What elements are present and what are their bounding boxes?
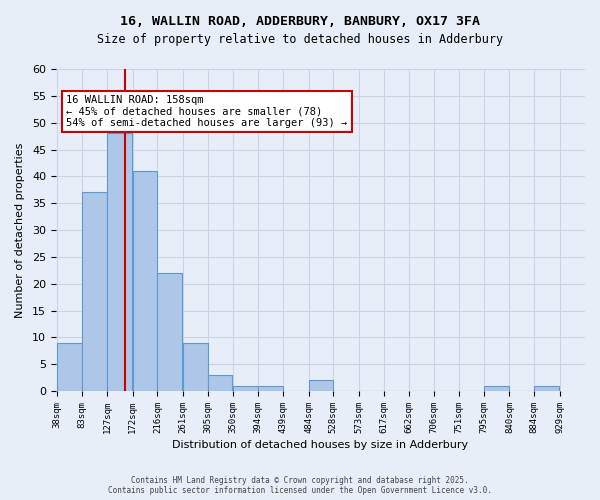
Bar: [133, 171, 157, 391]
Bar: [208, 375, 232, 391]
Y-axis label: Number of detached properties: Number of detached properties: [15, 142, 25, 318]
Bar: [534, 386, 559, 391]
Bar: [258, 386, 283, 391]
Bar: [107, 134, 132, 391]
Text: 16, WALLIN ROAD, ADDERBURY, BANBURY, OX17 3FA: 16, WALLIN ROAD, ADDERBURY, BANBURY, OX1…: [120, 15, 480, 28]
Bar: [308, 380, 334, 391]
Bar: [484, 386, 509, 391]
Text: Contains HM Land Registry data © Crown copyright and database right 2025.
Contai: Contains HM Land Registry data © Crown c…: [108, 476, 492, 495]
Text: Size of property relative to detached houses in Adderbury: Size of property relative to detached ho…: [97, 32, 503, 46]
Bar: [57, 343, 82, 391]
Text: 16 WALLIN ROAD: 158sqm
← 45% of detached houses are smaller (78)
54% of semi-det: 16 WALLIN ROAD: 158sqm ← 45% of detached…: [67, 95, 347, 128]
Bar: [183, 343, 208, 391]
Bar: [157, 273, 182, 391]
Bar: [82, 192, 107, 391]
X-axis label: Distribution of detached houses by size in Adderbury: Distribution of detached houses by size …: [172, 440, 469, 450]
Bar: [233, 386, 258, 391]
